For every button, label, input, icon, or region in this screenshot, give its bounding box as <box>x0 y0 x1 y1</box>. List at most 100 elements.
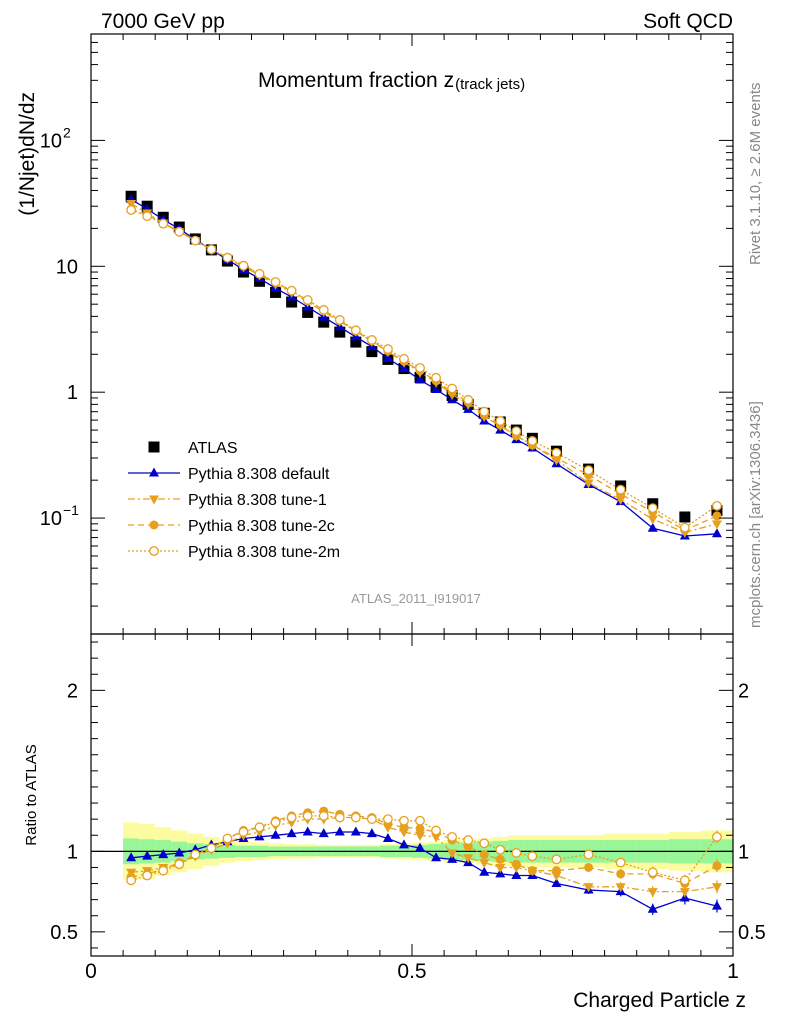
legend-marker <box>149 495 159 505</box>
main-point-s4 <box>415 362 425 373</box>
ratio-point-s2 <box>712 861 722 871</box>
ratio-point-s0 <box>382 832 393 842</box>
ratio-point-s0 <box>366 828 377 838</box>
ratio-y-tick-label-right: 1 <box>738 841 749 863</box>
ratio-point-s0 <box>318 828 329 838</box>
ratio-y-tick-label-right: 2 <box>738 680 749 702</box>
ratio-point-s3 <box>238 827 249 837</box>
legend-entry-label: Pythia 8.308 tune-2m <box>188 544 340 561</box>
main-point-s4 <box>366 335 377 345</box>
ratio-point-s3 <box>350 812 361 823</box>
main-point-s1 <box>647 522 658 532</box>
main-point-s0 <box>302 306 314 318</box>
main-point-s4 <box>479 406 490 417</box>
main-point-s0 <box>350 336 362 348</box>
main-point-s4 <box>318 305 329 315</box>
main-y-tick-label-exponent: −1 <box>63 502 79 518</box>
main-point-s4 <box>350 325 361 336</box>
mcplots-label: mcplots.cern.ch [arXiv:1306.3436] <box>747 401 764 628</box>
ratio-point-s0 <box>479 866 490 876</box>
main-point-s4 <box>270 277 281 287</box>
ratio-point-s3 <box>366 814 377 825</box>
legend-entry-label: Pythia 8.308 tune-1 <box>188 492 327 509</box>
main-point-s1 <box>711 528 722 538</box>
ratio-point-s2 <box>527 866 537 876</box>
ratio-point-s0 <box>174 847 185 857</box>
main-point-s0 <box>334 326 346 338</box>
main-point-s4 <box>206 244 217 255</box>
main-point-s4 <box>238 260 249 271</box>
ratio-point-s3 <box>479 838 490 849</box>
main-point-s2 <box>583 479 594 489</box>
ratio-point-s2 <box>616 869 626 879</box>
ratio-point-s0 <box>270 829 281 839</box>
ratio-y-tick-label: 2 <box>67 680 78 702</box>
ratio-point-s3 <box>302 811 313 821</box>
ratio-point-s2 <box>584 862 594 872</box>
ratio-point-s3 <box>583 849 594 860</box>
main-point-s4 <box>447 383 458 394</box>
main-point-s4 <box>399 353 409 364</box>
ratio-point-s0 <box>551 878 562 888</box>
legend: ATLAS Pythia 8.308 default Pythia 8.308 tu… <box>128 440 340 561</box>
ratio-point-s3 <box>286 812 297 823</box>
main-point-s4 <box>615 484 626 495</box>
main-point-s4 <box>383 344 393 354</box>
main-point-s4 <box>254 269 265 279</box>
legend-entry-label: Pythia 8.308 default <box>188 466 330 483</box>
ratio-point-s0 <box>398 839 409 849</box>
y-axis-label-ratio: Ratio to ATLAS <box>23 744 40 845</box>
main-point-s3 <box>712 511 722 521</box>
legend-entry-label: ATLAS <box>188 440 238 457</box>
main-point-s1 <box>431 384 442 394</box>
ratio-point-s2 <box>479 850 489 860</box>
ratio-y-tick-label: 1 <box>67 841 78 863</box>
ratio-point-s3 <box>206 843 217 854</box>
main-point-s4 <box>431 372 441 383</box>
main-point-s0 <box>366 346 378 358</box>
main-point-s2 <box>615 496 626 506</box>
main-point-s1 <box>382 353 393 363</box>
main-point-s4 <box>302 295 313 305</box>
ratio-point-s0 <box>126 852 137 862</box>
analysis-watermark: ATLAS_2011_I919017 <box>351 591 481 606</box>
ratio-point-s1 <box>415 831 426 841</box>
main-point-s4 <box>679 522 690 533</box>
ratio-point-s2 <box>551 866 561 876</box>
ratio-point-s3 <box>190 849 201 860</box>
ratio-point-s1 <box>615 883 626 893</box>
ratio-point-s1 <box>647 888 658 898</box>
ratio-point-s3 <box>318 811 329 821</box>
ratio-point-s1 <box>583 883 594 893</box>
ratio-point-s3 <box>615 857 626 868</box>
main-point-s4 <box>527 436 538 446</box>
main-point-s2 <box>711 520 722 530</box>
main-point-s0 <box>318 316 330 328</box>
legend-marker <box>149 520 159 530</box>
main-point-s0 <box>270 286 282 298</box>
ratio-point-s3 <box>511 848 522 858</box>
header-right: Soft QCD <box>643 10 733 33</box>
ratio-point-s0 <box>158 849 169 859</box>
main-point-s4 <box>647 503 658 514</box>
ratio-point-s3 <box>647 867 658 878</box>
ratio-point-s0 <box>647 903 658 913</box>
legend-entry-label: Pythia 8.308 tune-2c <box>188 518 335 535</box>
ratio-point-s0 <box>415 842 426 852</box>
legend-marker <box>149 546 159 556</box>
ratio-point-s0 <box>711 900 722 910</box>
x-tick-label: 0 <box>85 960 97 983</box>
ratio-point-s0 <box>334 826 345 836</box>
main-point-s4 <box>551 447 562 458</box>
ratio-point-s3 <box>222 833 233 844</box>
x-axis-label: Charged Particle z <box>573 989 746 1012</box>
ratio-point-s3 <box>126 875 137 886</box>
ratio-point-s3 <box>174 859 185 870</box>
ratio-point-s0 <box>142 850 153 860</box>
main-point-s4 <box>463 394 474 405</box>
ratio-point-s3 <box>527 851 538 862</box>
ratio-point-s3 <box>334 812 345 823</box>
y-axis-label-main: (1/Njet)dN/dz <box>16 92 39 216</box>
main-y-tick-label: 10 <box>56 256 78 278</box>
ratio-point-s0 <box>431 852 442 862</box>
